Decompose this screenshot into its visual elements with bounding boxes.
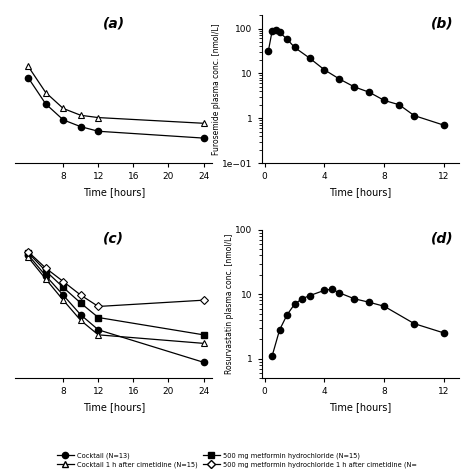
X-axis label: Time [hours]: Time [hours]	[82, 187, 145, 197]
X-axis label: Time [hours]: Time [hours]	[82, 401, 145, 411]
Text: (b): (b)	[430, 17, 453, 30]
X-axis label: Time [hours]: Time [hours]	[329, 401, 392, 411]
Y-axis label: Furosemide plasma conc. [nmol/L]: Furosemide plasma conc. [nmol/L]	[212, 23, 221, 155]
Text: (d): (d)	[430, 231, 453, 246]
Text: (a): (a)	[102, 17, 125, 30]
Text: (c): (c)	[103, 231, 124, 246]
Y-axis label: Rosurvastatin plasma conc. [nmol/L]: Rosurvastatin plasma conc. [nmol/L]	[225, 234, 234, 374]
X-axis label: Time [hours]: Time [hours]	[329, 187, 392, 197]
Legend: Cocktail (N=13), Cocktail 1 h after cimetidine (N=15), 500 mg metformin hydrochl: Cocktail (N=13), Cocktail 1 h after cime…	[55, 450, 419, 471]
